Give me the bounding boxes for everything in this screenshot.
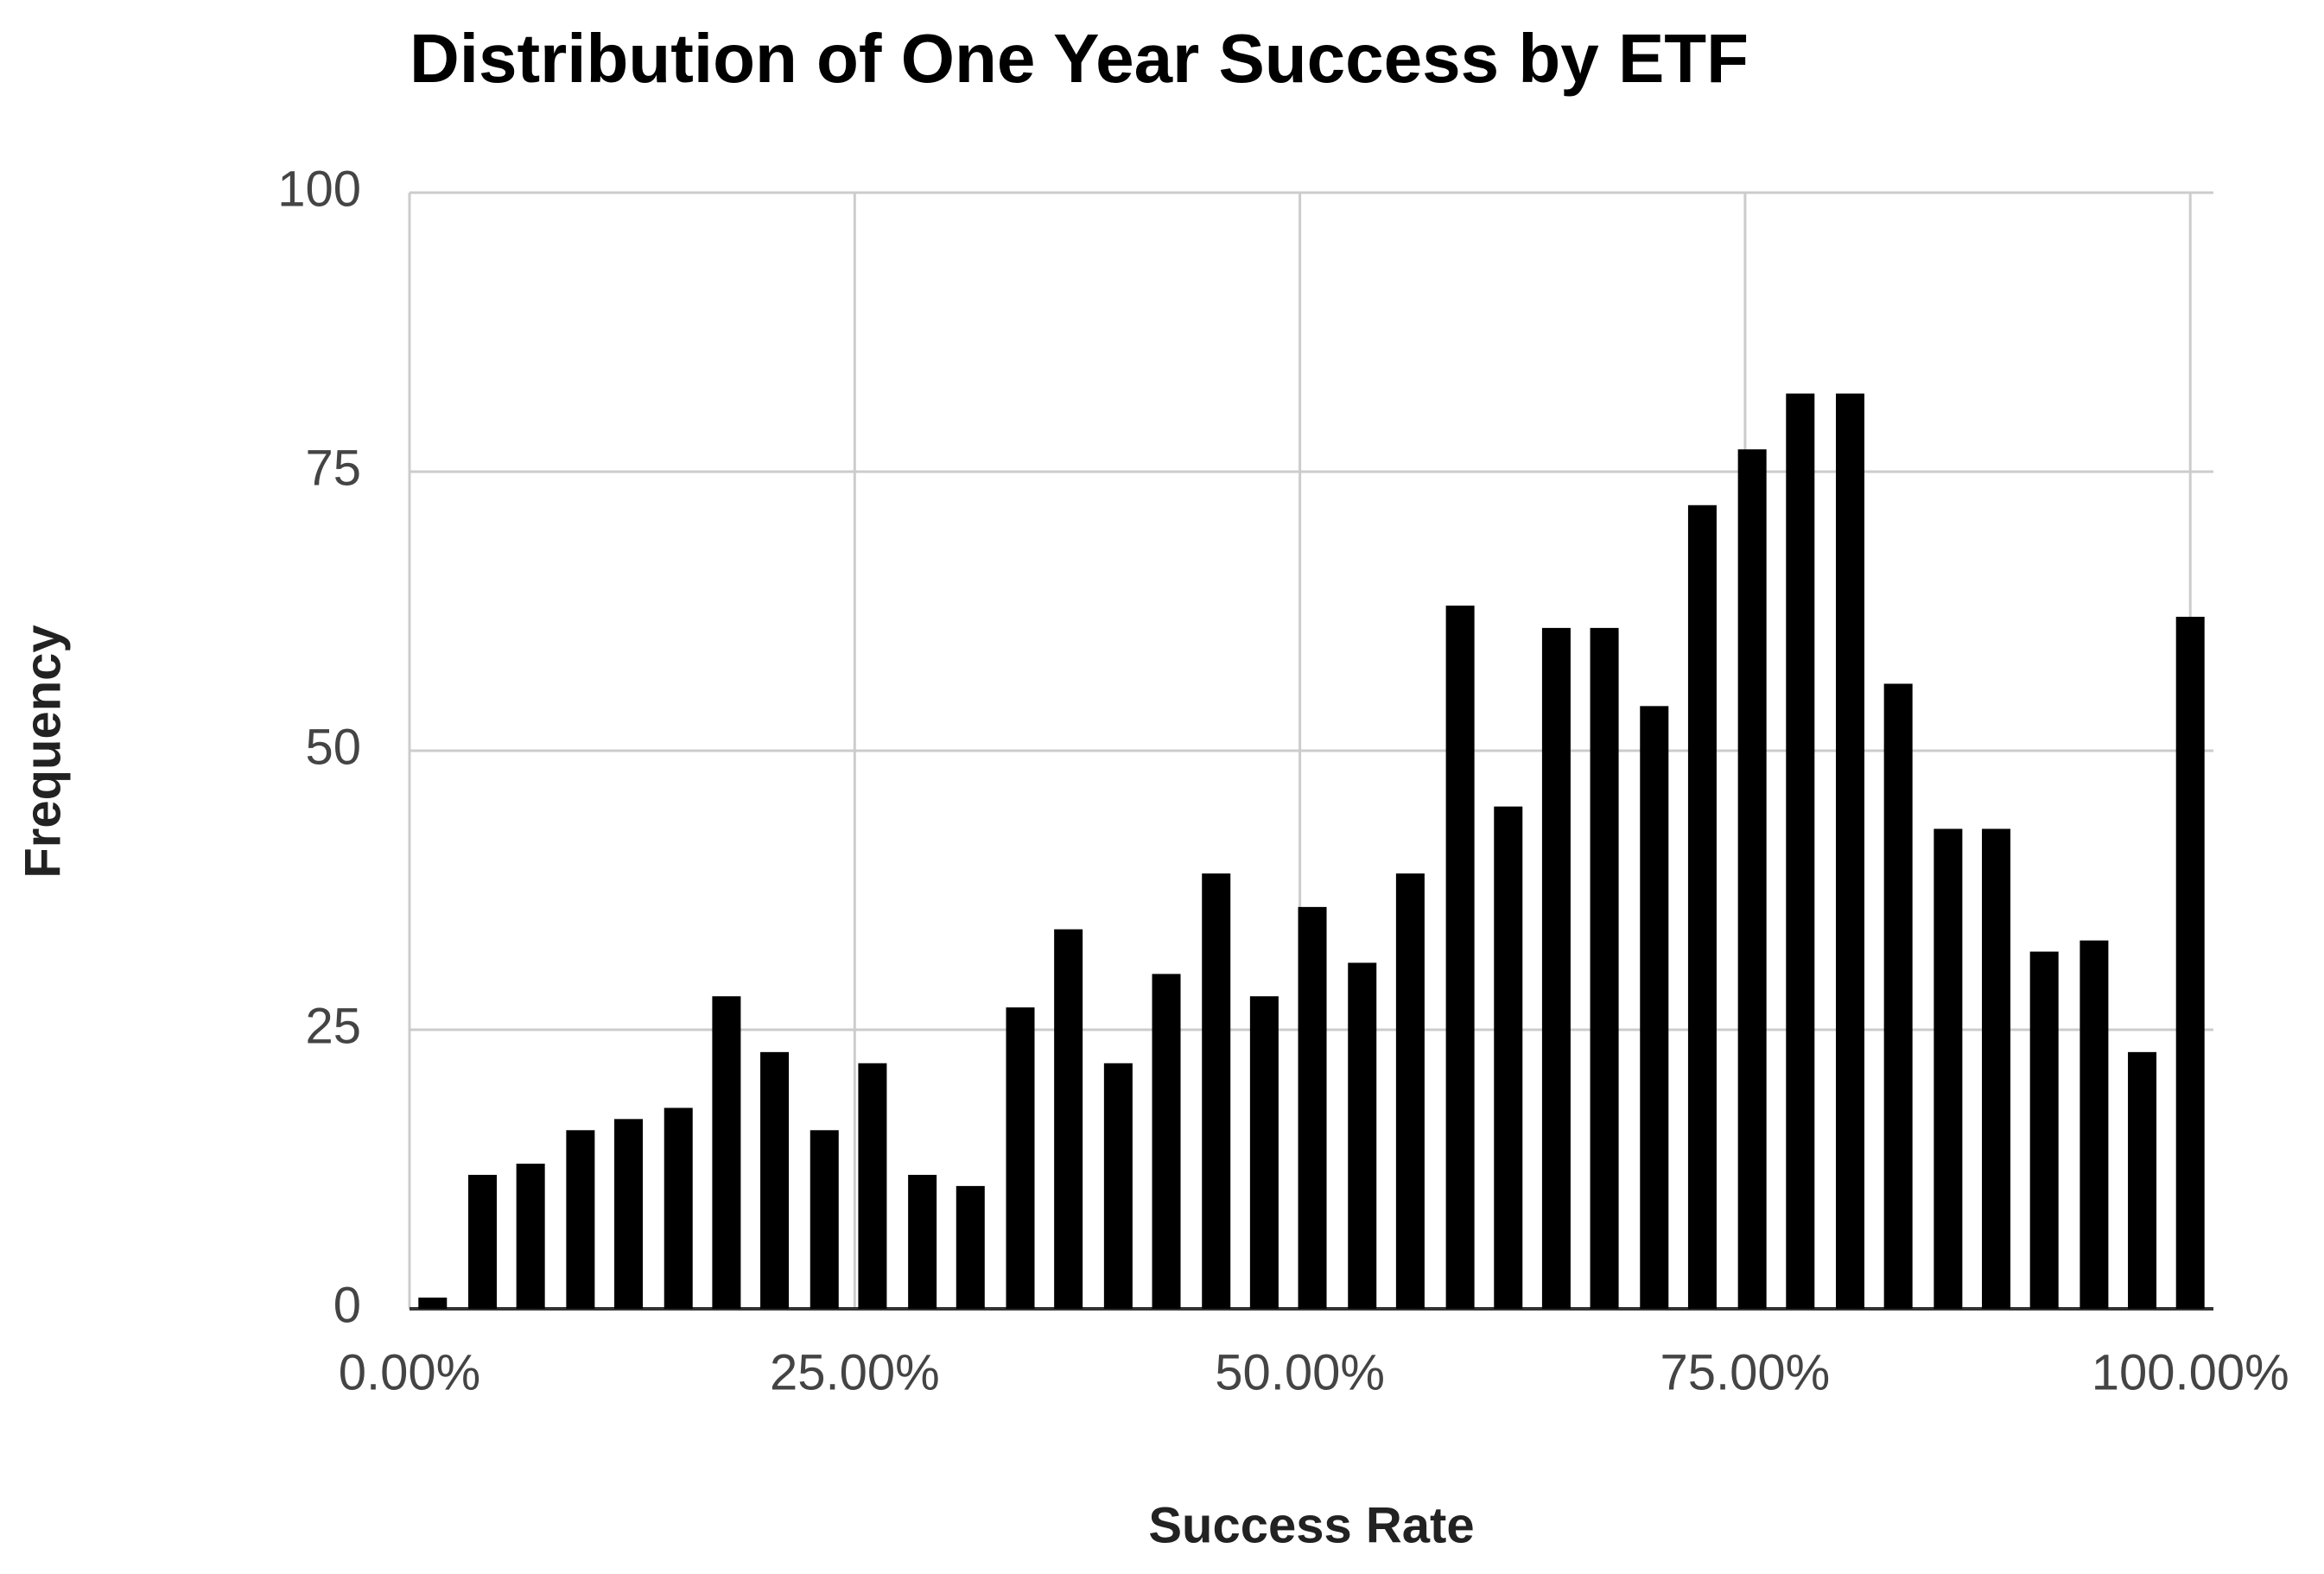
bar <box>1054 929 1083 1309</box>
bar <box>1541 627 1571 1309</box>
bar <box>1494 806 1523 1309</box>
x-tick-label: 0.00% <box>339 1344 480 1400</box>
bar <box>1687 505 1717 1309</box>
y-tick-label: 50 <box>305 719 361 775</box>
bar <box>516 1164 545 1309</box>
x-tick-label: 100.00% <box>2092 1344 2289 1400</box>
bar <box>2029 951 2059 1309</box>
bar <box>858 1063 887 1309</box>
bar <box>1395 873 1425 1309</box>
bar <box>760 1051 790 1309</box>
bar <box>1883 683 1913 1309</box>
bar <box>1640 706 1669 1309</box>
bar <box>418 1298 448 1309</box>
bar <box>1298 906 1327 1309</box>
bar <box>468 1174 498 1309</box>
bar <box>1836 393 1865 1309</box>
bar <box>956 1185 985 1309</box>
y-tick-label: 25 <box>305 998 361 1054</box>
bar <box>1982 828 2011 1309</box>
bar <box>1249 996 1279 1309</box>
bar <box>712 996 741 1309</box>
bar <box>1445 606 1475 1309</box>
bar <box>2175 616 2205 1309</box>
bar <box>1933 828 1963 1309</box>
bar <box>2128 1051 2157 1309</box>
bar <box>1786 393 1815 1309</box>
chart-title: Distribution of One Year Success by ETF <box>410 20 1749 97</box>
y-tick-label: 100 <box>277 161 361 217</box>
bar <box>1152 974 1181 1309</box>
bar <box>614 1119 644 1309</box>
bar <box>1202 873 1231 1309</box>
bar <box>1590 627 1619 1309</box>
bar <box>2080 940 2109 1309</box>
y-tick-label: 0 <box>333 1277 361 1333</box>
bar <box>908 1174 937 1309</box>
bar <box>1737 449 1767 1309</box>
x-tick-label: 50.00% <box>1215 1344 1385 1400</box>
y-axis-title: Frequency <box>15 625 71 878</box>
y-tick-label: 75 <box>305 440 361 496</box>
x-tick-label: 75.00% <box>1660 1344 1831 1400</box>
bar <box>664 1108 693 1309</box>
bar <box>810 1130 839 1309</box>
bar <box>566 1130 595 1309</box>
x-tick-label: 25.00% <box>770 1344 940 1400</box>
bar <box>1103 1063 1133 1309</box>
bar <box>1006 1007 1035 1309</box>
x-axis-title: Success Rate <box>1148 1497 1474 1553</box>
bar <box>1348 962 1377 1309</box>
